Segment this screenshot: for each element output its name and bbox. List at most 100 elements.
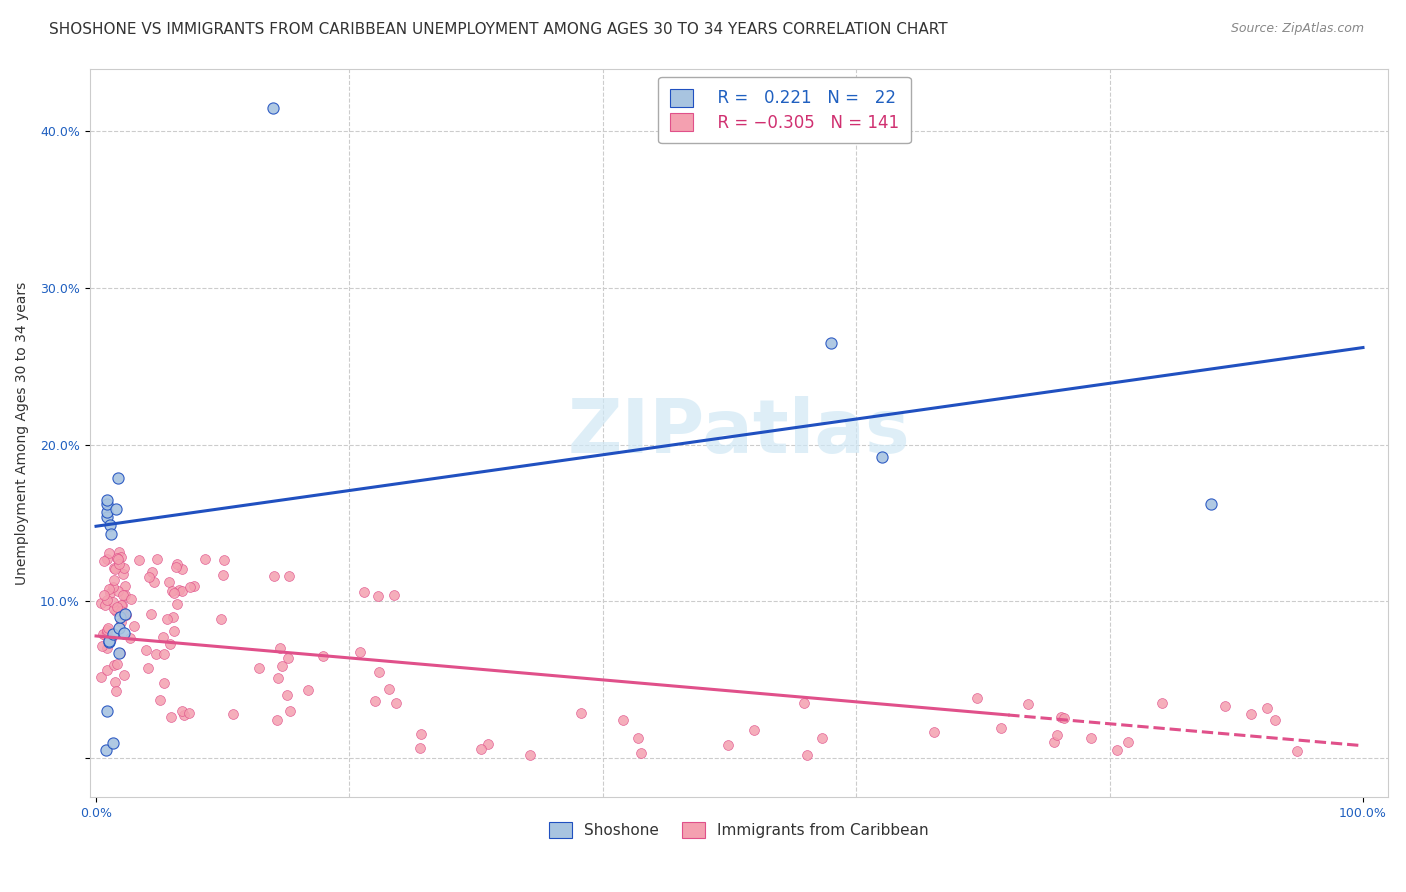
- Point: [152, 648, 174, 662]
- Point: [103, 560, 125, 574]
- Point: [120, 631, 142, 645]
- Point: [108, 646, 131, 660]
- Point: [93, 554, 115, 568]
- Point: [162, 609, 184, 624]
- Point: [111, 588, 134, 602]
- Point: [105, 502, 128, 516]
- Point: [136, 661, 159, 675]
- Point: [612, 713, 634, 727]
- Point: [105, 600, 128, 615]
- Point: [108, 610, 131, 624]
- Point: [112, 561, 135, 575]
- Point: [990, 722, 1012, 736]
- Point: [96, 492, 118, 507]
- Point: [96, 509, 118, 524]
- Point: [103, 573, 125, 587]
- Point: [98, 517, 121, 532]
- Point: [1285, 743, 1308, 757]
- Point: [263, 569, 285, 583]
- Point: [627, 731, 650, 745]
- Point: [166, 558, 188, 572]
- Point: [94, 628, 117, 642]
- Point: [367, 589, 389, 603]
- Point: [96, 743, 118, 757]
- Point: [384, 588, 406, 602]
- Point: [276, 688, 298, 702]
- Point: [349, 645, 371, 659]
- Point: [297, 682, 319, 697]
- Point: [135, 643, 157, 657]
- Point: [107, 551, 129, 566]
- Point: [112, 607, 135, 622]
- Point: [94, 598, 117, 612]
- Point: [368, 665, 391, 679]
- Point: [101, 627, 124, 641]
- Point: [364, 694, 387, 708]
- Point: [112, 625, 135, 640]
- Point: [107, 557, 129, 571]
- Point: [1080, 731, 1102, 746]
- Point: [145, 647, 167, 661]
- Point: [194, 552, 217, 566]
- Point: [1046, 728, 1069, 742]
- Point: [100, 586, 122, 600]
- Point: [105, 657, 128, 672]
- Point: [149, 693, 172, 707]
- Point: [172, 583, 194, 598]
- Point: [108, 621, 131, 635]
- Point: [152, 630, 174, 644]
- Point: [110, 615, 132, 629]
- Point: [153, 676, 176, 690]
- Point: [97, 633, 120, 648]
- Point: [108, 647, 131, 661]
- Point: [107, 470, 129, 484]
- Point: [165, 560, 187, 574]
- Point: [120, 591, 142, 606]
- Point: [1240, 706, 1263, 721]
- Point: [1256, 701, 1278, 715]
- Point: [103, 657, 125, 672]
- Point: [90, 639, 112, 653]
- Point: [143, 575, 166, 590]
- Point: [96, 625, 118, 640]
- Point: [1152, 696, 1174, 710]
- Point: [160, 583, 183, 598]
- Point: [139, 607, 162, 622]
- Point: [1050, 710, 1073, 724]
- Point: [114, 588, 136, 602]
- Point: [262, 101, 284, 115]
- Point: [477, 737, 499, 751]
- Point: [519, 747, 541, 762]
- Point: [91, 627, 114, 641]
- Point: [96, 497, 118, 511]
- Point: [212, 553, 235, 567]
- Point: [793, 696, 815, 710]
- Text: SHOSHONE VS IMMIGRANTS FROM CARIBBEAN UNEMPLOYMENT AMONG AGES 30 TO 34 YEARS COR: SHOSHONE VS IMMIGRANTS FROM CARIBBEAN UN…: [49, 22, 948, 37]
- Point: [97, 546, 120, 560]
- Text: ZIPatlas: ZIPatlas: [568, 396, 910, 469]
- Point: [114, 580, 136, 594]
- Point: [96, 704, 118, 718]
- Point: [569, 706, 592, 721]
- Point: [271, 658, 294, 673]
- Point: [470, 741, 492, 756]
- Point: [247, 661, 270, 675]
- Point: [90, 596, 112, 610]
- Point: [114, 607, 136, 621]
- Point: [110, 549, 132, 564]
- Y-axis label: Unemployment Among Ages 30 to 34 years: Unemployment Among Ages 30 to 34 years: [15, 281, 30, 584]
- Point: [167, 583, 190, 598]
- Legend: Shoshone, Immigrants from Caribbean: Shoshone, Immigrants from Caribbean: [543, 816, 935, 845]
- Point: [96, 592, 118, 607]
- Point: [138, 570, 160, 584]
- Point: [90, 670, 112, 684]
- Point: [966, 691, 988, 706]
- Point: [96, 624, 118, 638]
- Point: [717, 738, 740, 752]
- Point: [104, 561, 127, 575]
- Point: [278, 704, 301, 718]
- Point: [108, 544, 131, 558]
- Point: [93, 588, 115, 602]
- Point: [101, 735, 124, 749]
- Point: [107, 550, 129, 565]
